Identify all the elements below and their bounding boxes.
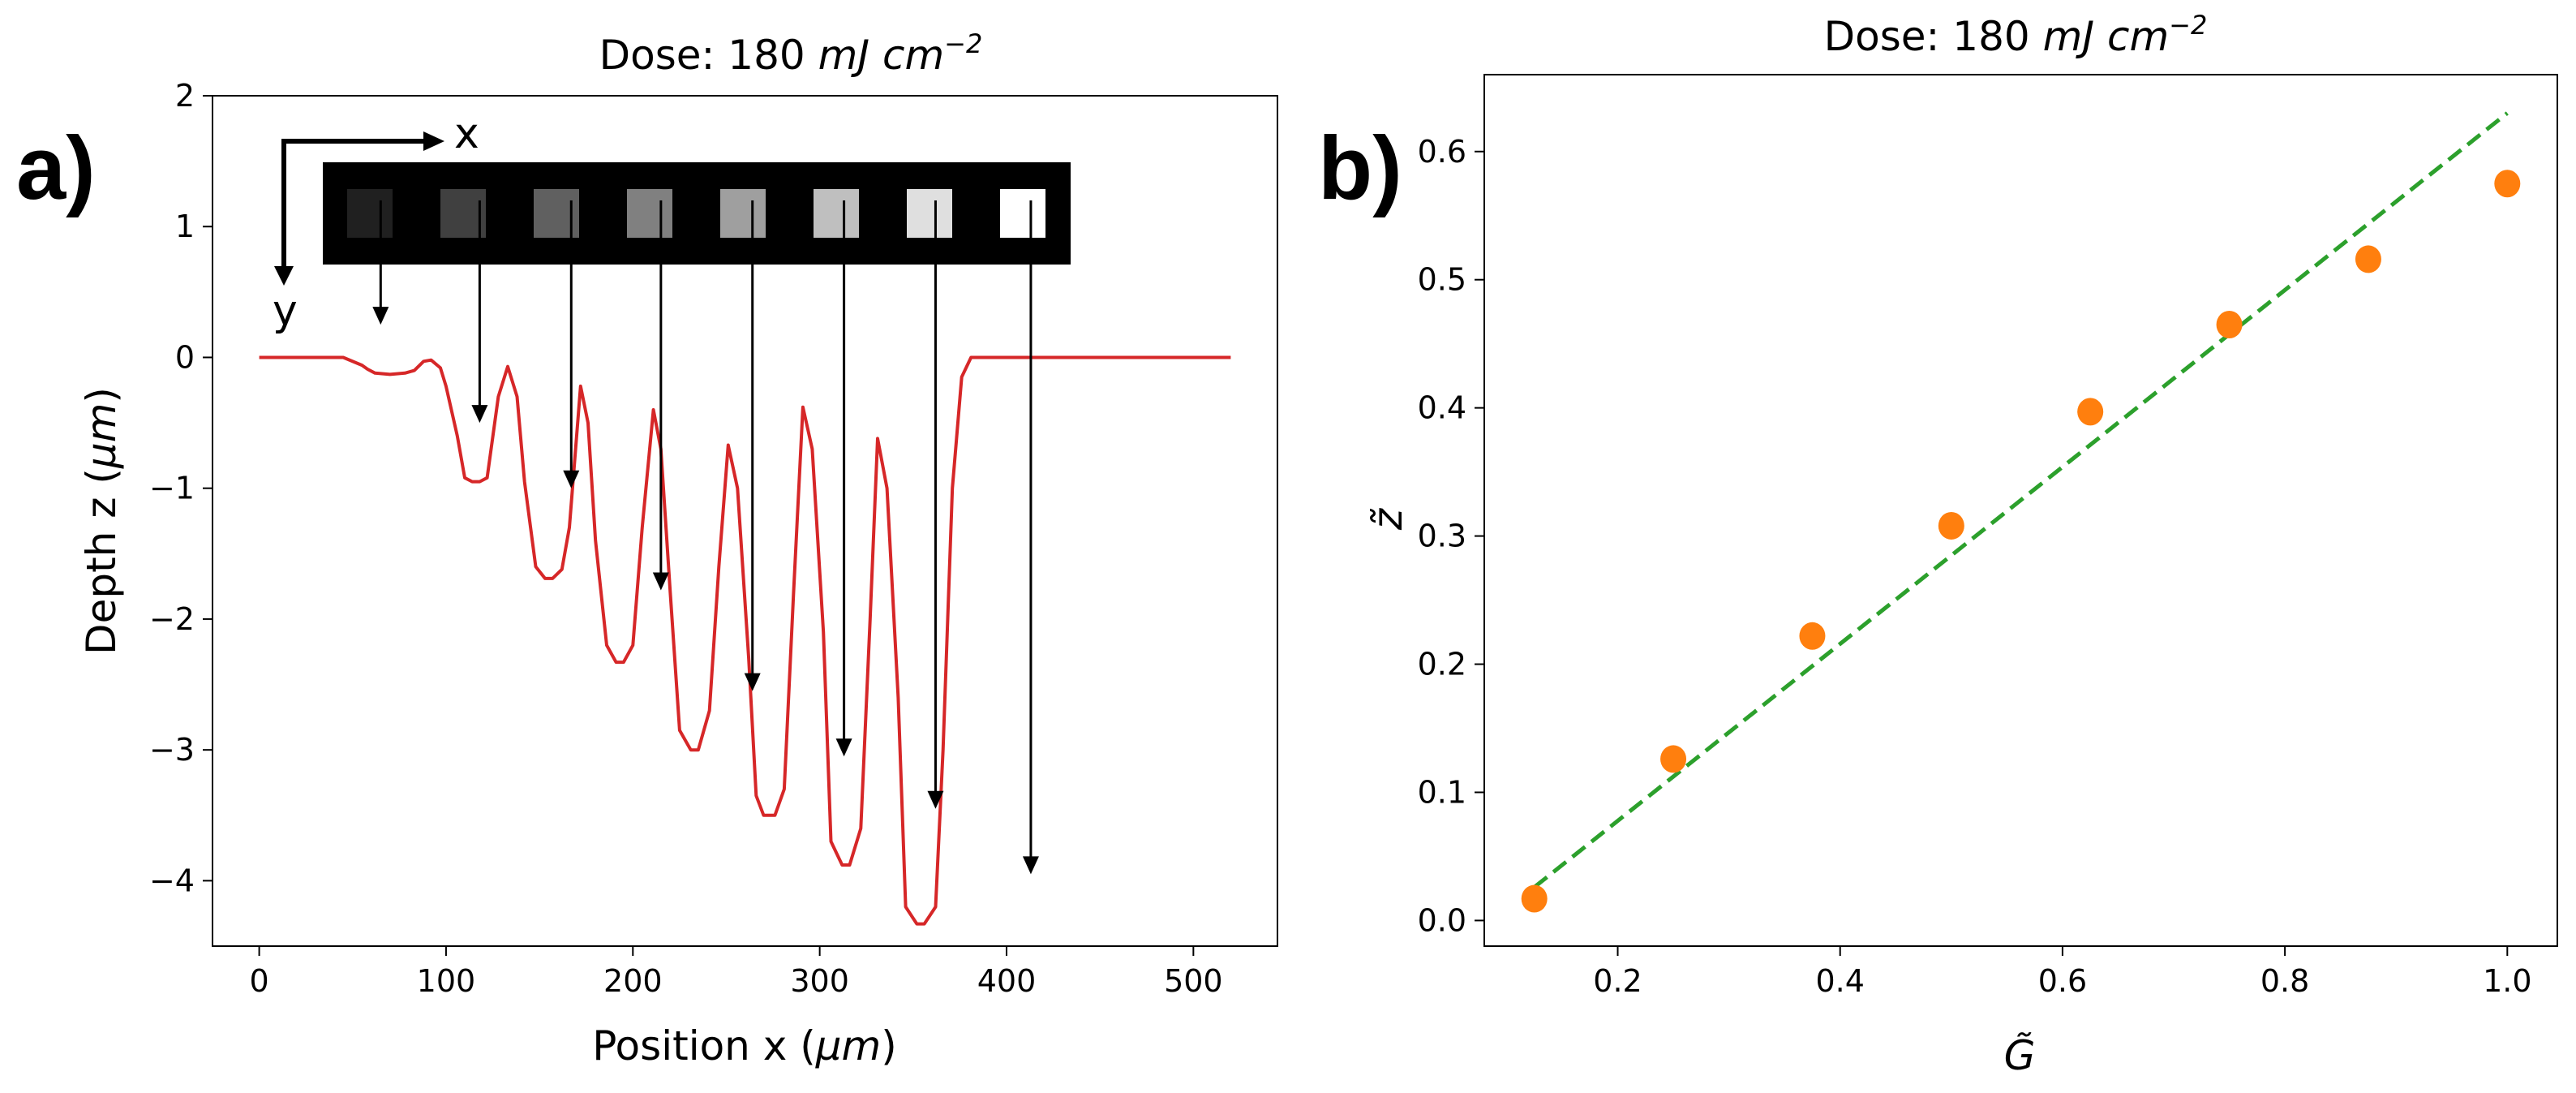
inset-y-axis-arrowhead (274, 266, 294, 286)
x-tick-label: 0 (249, 963, 268, 999)
annotation-arrowhead (372, 307, 389, 325)
y-tick-label: 0 (175, 339, 195, 375)
panel-b-frame (1483, 74, 2558, 947)
annotation-arrowhead (927, 790, 944, 809)
y-tick-label: 0.0 (1418, 902, 1466, 938)
gray-square (1000, 189, 1045, 238)
annotation-arrowhead (652, 572, 669, 591)
annotation-arrowhead (744, 673, 761, 691)
y-tick-label: 0.3 (1418, 519, 1466, 554)
annotation-arrowhead (835, 738, 852, 757)
panel-a-label: a) (16, 118, 96, 218)
depth-profile-line (259, 355, 1231, 926)
x-tick-label: 200 (603, 963, 663, 999)
data-point (2077, 398, 2104, 426)
y-tick-label: 1 (175, 209, 195, 244)
y-tick-label: 2 (175, 78, 195, 114)
fit-line (1533, 111, 2509, 889)
data-point (1938, 511, 1964, 540)
y-tick-label: 0.4 (1418, 390, 1466, 426)
annotation-arrowhead (1022, 856, 1039, 875)
data-point (2355, 245, 2381, 273)
inset-grayscale-pattern: x y (273, 110, 1071, 335)
data-point (1660, 745, 1687, 773)
panel-a-y-label: Depth z (μm) (78, 387, 125, 655)
panel-b-label: b) (1318, 118, 1402, 218)
inset-y-label: y (273, 286, 298, 335)
gray-square (720, 189, 766, 238)
gray-square (347, 189, 393, 238)
x-tick-label: 500 (1164, 963, 1223, 999)
inset-background (323, 162, 1071, 265)
gray-square (440, 189, 486, 238)
x-tick-label: 0.4 (1815, 963, 1864, 999)
data-point (1799, 622, 1826, 650)
x-tick-label: 400 (977, 963, 1037, 999)
panel-a-title: Dose: 180 mJ cm−2 (599, 28, 983, 79)
y-tick-label: −2 (149, 601, 195, 637)
x-tick-label: 0.8 (2260, 963, 2309, 999)
y-tick-label: 0.2 (1418, 647, 1466, 682)
panel-b-x-label: G̃ (2004, 1032, 2036, 1079)
y-tick-label: 0.6 (1418, 134, 1466, 170)
y-tick-label: −3 (149, 732, 195, 768)
panel-b-title: Dose: 180 mJ cm−2 (1824, 10, 2208, 60)
gray-square (627, 189, 672, 238)
x-tick-label: 300 (790, 963, 849, 999)
panel-b-y-label: z̃ (1364, 507, 1411, 531)
gray-square (907, 189, 952, 238)
data-point (2216, 310, 2243, 338)
y-tick-label: −1 (149, 471, 195, 506)
y-tick-label: 0.5 (1418, 262, 1466, 298)
x-tick-label: 100 (417, 963, 476, 999)
x-tick-label: 0.2 (1593, 963, 1642, 999)
data-point (1521, 884, 1548, 913)
panel-a-x-label: Position x (μm) (592, 1022, 897, 1069)
x-tick-label: 0.6 (2038, 963, 2087, 999)
annotation-arrowhead (471, 405, 488, 424)
gray-square (814, 189, 859, 238)
inset-x-label: x (454, 110, 479, 158)
y-tick-label: −4 (149, 863, 195, 898)
x-tick-label: 1.0 (2483, 963, 2531, 999)
inset-x-axis-arrowhead (423, 131, 444, 151)
y-tick-label: 0.1 (1418, 774, 1466, 810)
annotation-arrowhead (563, 470, 580, 488)
panel-a-frame (212, 95, 1278, 947)
data-point (2494, 170, 2521, 198)
